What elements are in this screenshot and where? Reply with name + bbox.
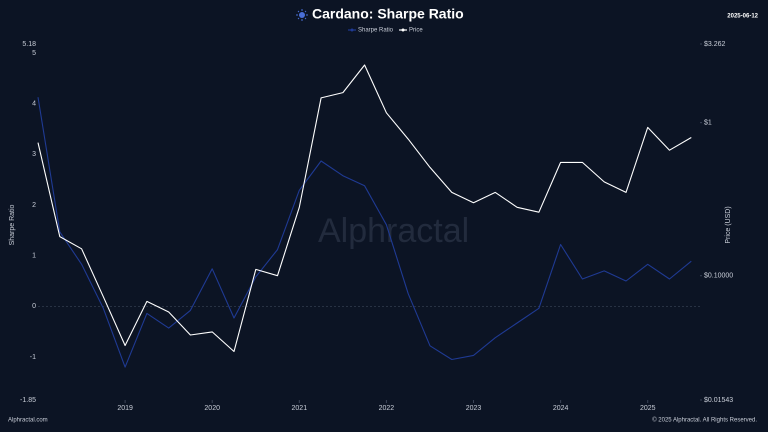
- y-tick-label: -1.85: [20, 397, 36, 404]
- series-line: [37, 97, 692, 368]
- y-tick-label: 4: [32, 101, 36, 108]
- x-tick-label: 2021: [292, 405, 308, 412]
- legend-label: Sharpe Ratio: [358, 28, 394, 34]
- legend-dot: [401, 28, 405, 32]
- date-label: 2025-06-12: [727, 14, 758, 20]
- footer-left: Alphractal.com: [8, 418, 48, 424]
- y2-tick-label: $0.01543: [704, 397, 733, 404]
- y2-tick-label: $3.262: [704, 41, 726, 48]
- legend-label: Price: [409, 28, 423, 34]
- x-tick-label: 2024: [553, 405, 569, 412]
- y-tick-label: 3: [32, 151, 36, 158]
- y2-axis-label: Price (USD): [725, 206, 732, 243]
- y-tick-label: 0: [32, 303, 36, 310]
- chart-title: Cardano: Sharpe Ratio: [312, 6, 464, 22]
- x-tick-label: 2019: [117, 405, 133, 412]
- series-line: [37, 64, 692, 353]
- y-tick-label: 5.18: [22, 41, 36, 48]
- y-tick-label: 2: [32, 202, 36, 209]
- y-tick-label: 5: [32, 50, 36, 57]
- y2-tick-label: $0.10000: [704, 273, 733, 280]
- x-tick-label: 2020: [204, 405, 220, 412]
- watermark: Alphractal: [318, 212, 469, 250]
- y-tick-label: 1: [32, 253, 36, 260]
- y-axis-label: Sharpe Ratio: [9, 204, 16, 245]
- footer-right: © 2025 Alphractal. All Rights Reserved.: [652, 417, 757, 424]
- legend-dot: [350, 28, 354, 32]
- y2-tick-label: $1: [704, 119, 712, 126]
- x-tick-label: 2022: [379, 405, 395, 412]
- x-tick-label: 2025: [640, 405, 656, 412]
- x-tick-label: 2023: [466, 405, 482, 412]
- y-tick-label: -1: [30, 354, 36, 361]
- title-icon: [296, 9, 308, 21]
